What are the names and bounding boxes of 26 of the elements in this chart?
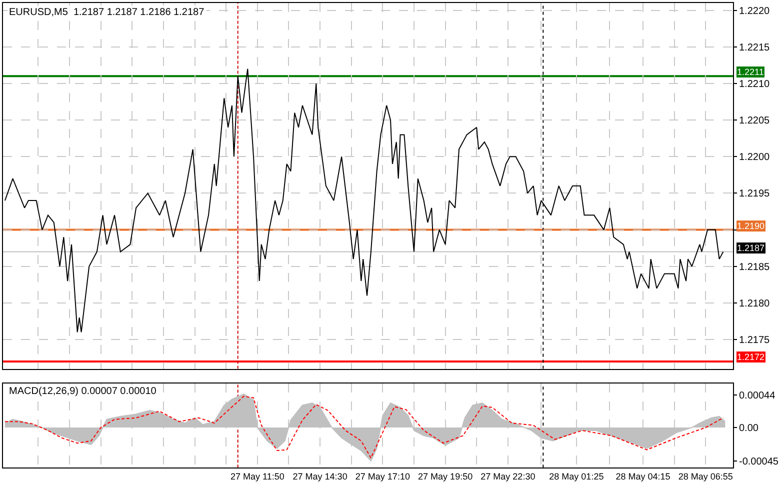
y-tick-label: 1.2195: [739, 188, 770, 200]
y-tick-label: 1.2185: [739, 262, 770, 273]
y-tick-label: 1.2200: [739, 152, 770, 164]
x-tick-label: 27 May 19:50: [418, 471, 473, 482]
y-tick-label: 1.2220: [739, 6, 770, 17]
ref-line-label: 1.2211: [737, 67, 764, 77]
y-tick-label: 1.2210: [739, 78, 770, 90]
x-tick-label: 28 May 06:55: [678, 471, 733, 482]
ref-line-label: 1.2172: [737, 352, 765, 362]
y-tick-label: 1.2180: [739, 298, 770, 310]
y-tick-label: 1.2175: [739, 335, 770, 346]
x-tick-label: 27 May 22:30: [480, 471, 536, 482]
ref-line-label: 1.2187: [737, 243, 765, 253]
y-tick-label: 0.00: [739, 423, 759, 434]
x-tick-label: 27 May 17:10: [355, 471, 410, 482]
y-tick-label: 1.2215: [739, 42, 770, 54]
ref-line-label: 1.2190: [737, 221, 765, 231]
chart-title: MACD(12,26,9) 0.00007 0.00010: [9, 386, 157, 397]
y-tick-label: 0.00044: [739, 390, 776, 402]
x-tick-label: 28 May 04:15: [616, 471, 670, 482]
x-tick-label: 27 May 14:30: [292, 471, 348, 482]
x-tick-label: 28 May 01:25: [549, 471, 604, 482]
x-tick-label: 27 May 11:50: [230, 471, 284, 482]
chart-title: EURUSD,M5 1.2187 1.2187 1.2186 1.2187: [9, 7, 205, 18]
y-tick-label: -0.00045: [739, 456, 779, 468]
y-tick-label: 1.2205: [739, 116, 770, 127]
